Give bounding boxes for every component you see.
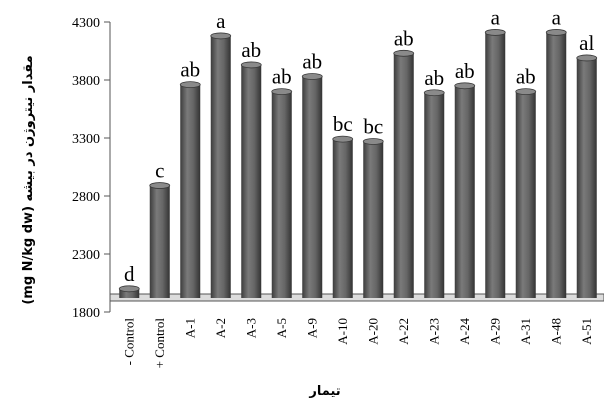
bar-cap <box>149 182 171 189</box>
bar-group <box>118 29 598 299</box>
category-label: A-48 <box>548 318 563 345</box>
category-label: A-1 <box>182 318 197 338</box>
significance-label: ab <box>424 66 444 90</box>
category-label: + Control <box>152 318 167 369</box>
bar <box>271 91 292 298</box>
bar <box>180 84 201 298</box>
bar <box>393 53 414 298</box>
bar-cap <box>271 88 293 95</box>
bar <box>149 185 170 298</box>
significance-label: ab <box>455 59 475 83</box>
significance-label: ab <box>272 65 292 89</box>
y-tick-label: 2300 <box>72 248 100 263</box>
significance-label: d <box>124 262 135 286</box>
significance-label: ab <box>180 58 200 82</box>
bar <box>241 64 262 298</box>
category-label: - Control <box>121 318 136 366</box>
bar-cap <box>454 82 476 90</box>
category-label: A-3 <box>243 318 258 338</box>
bar <box>546 32 567 298</box>
bar <box>210 35 231 299</box>
significance-label: ab <box>516 65 536 89</box>
bar-cap <box>210 32 232 40</box>
significance-label: bc <box>333 112 353 136</box>
category-label: A-20 <box>365 318 380 345</box>
bar-cap <box>484 29 506 36</box>
y-tick-label: 3800 <box>72 74 100 89</box>
category-label: A-51 <box>579 318 594 345</box>
y-tick-label: 3300 <box>72 132 100 147</box>
bar <box>454 85 475 298</box>
significance-label: bc <box>363 114 383 138</box>
bar <box>576 57 597 299</box>
significance-label: ab <box>302 50 322 74</box>
y-axis-title: (mg N/kg dw) مقدار نیتروژن در بیشه <box>21 55 36 304</box>
bar-cap <box>576 54 598 62</box>
y-tick-label: 2800 <box>72 190 100 205</box>
y-tick-group: 1800 2300 2800 3300 3800 4300 <box>72 16 110 321</box>
category-label: A-5 <box>274 318 289 338</box>
y-tick-label: 1800 <box>72 306 100 321</box>
bar-cap <box>393 49 415 57</box>
y-tick-label: 4300 <box>72 16 100 31</box>
category-label: A-29 <box>487 318 502 345</box>
bar-cap <box>362 138 384 145</box>
category-label: A-2 <box>213 318 228 338</box>
bar <box>515 91 536 298</box>
bar-cap <box>515 88 537 95</box>
bar-cap <box>301 73 323 80</box>
category-label: A-22 <box>396 318 411 345</box>
significance-label: c <box>155 159 164 183</box>
x-axis-title: تیمار <box>308 384 340 399</box>
bar <box>119 288 140 298</box>
significance-label: ab <box>241 38 261 62</box>
category-label: A-24 <box>457 318 472 345</box>
bar <box>424 92 445 298</box>
category-label: A-9 <box>304 318 319 338</box>
bar-cap <box>240 61 262 69</box>
bar <box>485 32 506 298</box>
significance-label: a <box>216 9 226 33</box>
significance-label: ab <box>394 26 414 50</box>
category-label-group: - Control + Control A-1 A-2 A-3 A-5 A-9 A-10 A-2… <box>121 318 594 369</box>
bar <box>332 139 353 298</box>
bar-cap <box>118 285 140 293</box>
bar-cap <box>423 89 445 97</box>
category-label: A-31 <box>518 318 533 345</box>
bar-cap <box>179 81 201 89</box>
category-label: A-10 <box>335 318 350 345</box>
bar-cap <box>545 29 567 36</box>
bar <box>302 76 323 299</box>
bar-cap <box>332 135 354 143</box>
significance-label: a <box>552 5 562 29</box>
category-label: A-23 <box>426 318 441 345</box>
significance-label: al <box>579 31 594 55</box>
significance-label: a <box>491 5 501 29</box>
bar <box>363 141 384 298</box>
